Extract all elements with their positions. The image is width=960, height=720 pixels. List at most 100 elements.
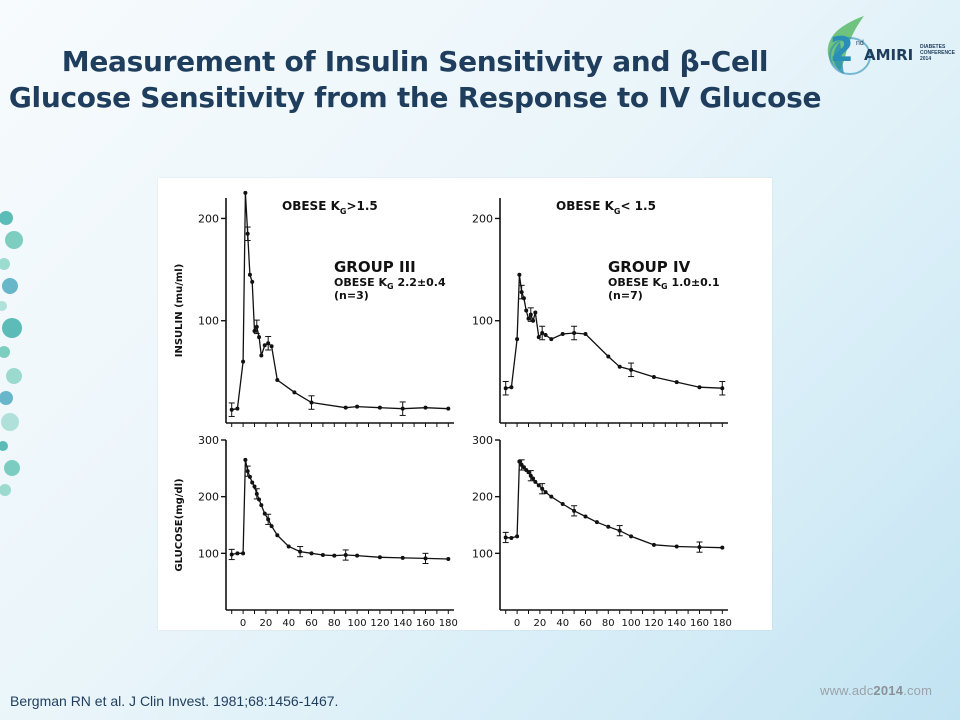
data-point bbox=[292, 390, 297, 395]
data-point bbox=[257, 497, 262, 502]
annotation-main: OBESE K bbox=[282, 199, 341, 213]
annotation-subscript: G bbox=[614, 207, 621, 216]
data-point bbox=[651, 374, 656, 379]
x-tick-label: 0 bbox=[240, 618, 246, 629]
series-line bbox=[505, 459, 723, 549]
x-tick-label: 40 bbox=[556, 618, 569, 629]
group-subtitle-value: 2.2±0.4 bbox=[394, 276, 446, 289]
x-tick-label: 180 bbox=[439, 618, 458, 629]
x-tick-label: 140 bbox=[393, 618, 412, 629]
data-point bbox=[594, 520, 599, 525]
data-point bbox=[531, 318, 536, 323]
data-point bbox=[543, 333, 548, 338]
decorative-dot bbox=[4, 460, 20, 476]
data-point bbox=[515, 337, 520, 342]
data-point bbox=[262, 343, 267, 348]
data-point bbox=[606, 354, 611, 359]
decorative-dot bbox=[2, 318, 22, 338]
y-axis-label: GLUCOSE(mg/dl) bbox=[174, 478, 185, 571]
data-point bbox=[549, 337, 554, 342]
data-point bbox=[674, 380, 679, 385]
data-point bbox=[560, 502, 565, 507]
data-point bbox=[446, 406, 451, 411]
annotation-subscript: G bbox=[340, 207, 347, 216]
data-point bbox=[377, 555, 382, 560]
data-point bbox=[309, 551, 314, 556]
data-point bbox=[515, 534, 520, 539]
website-suffix: .com bbox=[903, 683, 933, 698]
data-point bbox=[521, 465, 526, 470]
data-point bbox=[355, 404, 360, 409]
data-point bbox=[583, 514, 588, 519]
data-point bbox=[269, 344, 274, 349]
y-tick-label: 200 bbox=[472, 212, 493, 225]
y-tick-label: 300 bbox=[472, 434, 493, 447]
group-subtitle: OBESE KG 2.2±0.4 bbox=[334, 276, 446, 291]
data-point bbox=[252, 484, 257, 489]
data-point bbox=[617, 364, 622, 369]
decorative-dot bbox=[0, 441, 8, 451]
website-year: 2014 bbox=[873, 683, 904, 698]
x-tick-label: 120 bbox=[644, 618, 663, 629]
slide-title: Measurement of Insulin Sensitivity and β… bbox=[0, 44, 830, 116]
data-point bbox=[536, 335, 541, 340]
website-url: www.adc2014.com bbox=[820, 683, 932, 698]
x-tick-label: 0 bbox=[514, 618, 520, 629]
data-point bbox=[533, 310, 538, 315]
group-subtitle-value: 1.0±0.1 bbox=[668, 276, 720, 289]
group-n-label: (n=7) bbox=[608, 289, 643, 302]
y-tick-label: 100 bbox=[198, 315, 219, 328]
data-point bbox=[257, 335, 262, 340]
data-point bbox=[400, 555, 405, 560]
data-point bbox=[517, 459, 522, 464]
x-tick-label: 80 bbox=[602, 618, 615, 629]
decorative-dot bbox=[5, 231, 23, 249]
x-tick-label: 40 bbox=[282, 618, 295, 629]
logo-subtext: DIABETES CONFERENCE 2014 bbox=[920, 44, 960, 62]
x-tick-label: 140 bbox=[667, 618, 686, 629]
decorative-dot bbox=[0, 211, 13, 225]
group-subtitle-main: OBESE K bbox=[608, 276, 662, 289]
annotation-text: OBESE KG< 1.5 bbox=[556, 199, 656, 216]
data-point bbox=[343, 405, 348, 410]
data-point bbox=[521, 296, 526, 301]
data-point bbox=[509, 385, 514, 390]
data-point bbox=[583, 332, 588, 337]
group-subtitle-subscript: G bbox=[387, 282, 394, 291]
data-point bbox=[243, 457, 248, 462]
x-tick-label: 160 bbox=[416, 618, 435, 629]
leaf-drop-icon bbox=[827, 16, 871, 75]
annotation-comparison: < 1.5 bbox=[620, 199, 656, 213]
data-point bbox=[332, 553, 337, 558]
decorative-dot bbox=[0, 346, 10, 358]
x-tick-label: 60 bbox=[579, 618, 592, 629]
x-tick-label: 160 bbox=[690, 618, 709, 629]
y-tick-label: 100 bbox=[472, 315, 493, 328]
data-point bbox=[243, 190, 248, 195]
citation: Bergman RN et al. J Clin Invest. 1981;68… bbox=[10, 693, 339, 709]
data-point bbox=[423, 405, 428, 410]
x-tick-label: 20 bbox=[534, 618, 547, 629]
decorative-dot bbox=[0, 301, 7, 311]
data-point bbox=[629, 534, 634, 539]
x-tick-label: 180 bbox=[713, 618, 732, 629]
data-point bbox=[509, 536, 514, 541]
data-point bbox=[543, 490, 548, 495]
logo-name: AMIRI bbox=[864, 46, 914, 64]
x-tick-label: 20 bbox=[260, 618, 273, 629]
data-point bbox=[275, 533, 280, 538]
data-point bbox=[377, 405, 382, 410]
annotation-comparison: >1.5 bbox=[346, 199, 377, 213]
series-line bbox=[231, 459, 449, 560]
data-point bbox=[517, 272, 522, 277]
figure-panel: 100 200 INSULIN (mu/ml) OBESE KG>1.5 GROUP I… bbox=[158, 178, 772, 630]
decorative-dot bbox=[2, 278, 18, 294]
group-subtitle: OBESE KG 1.0±0.1 bbox=[608, 276, 720, 291]
decorative-dot bbox=[0, 258, 10, 270]
y-axis-label: INSULIN (mu/ml) bbox=[174, 264, 185, 358]
slide-title-line-2: Glucose Sensitivity from the Response to… bbox=[8, 81, 822, 114]
